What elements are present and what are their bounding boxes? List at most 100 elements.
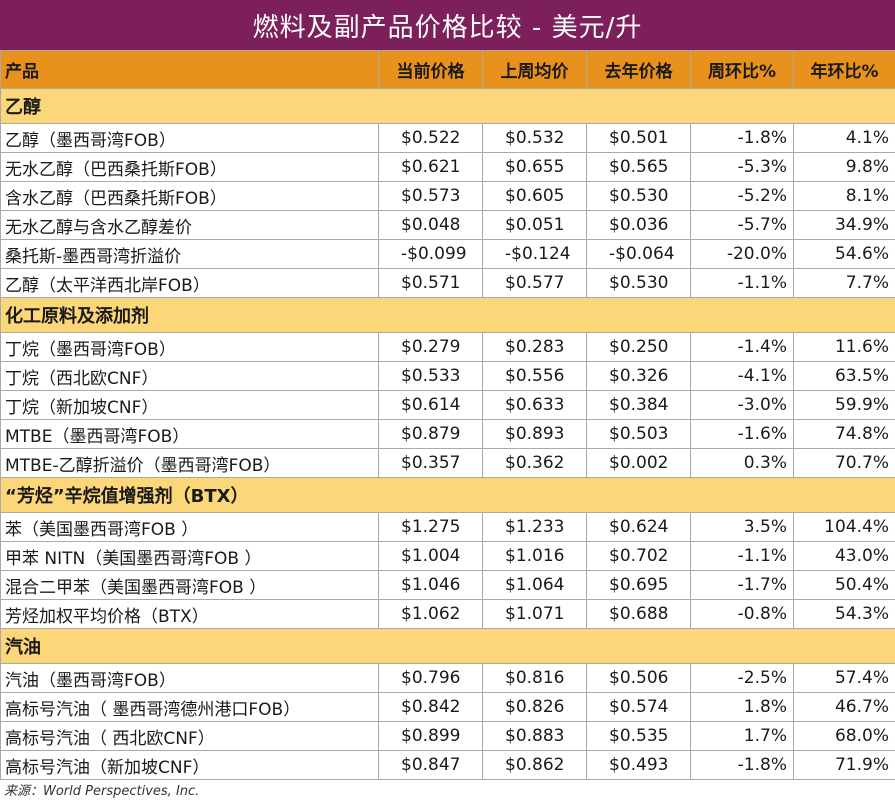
yoy-change-cell: 74.8% xyxy=(793,419,895,449)
wow-change-cell: -5.2% xyxy=(690,181,794,211)
last-week-price-cell: $0.362 xyxy=(482,448,587,478)
column-header-wow: 周环比% xyxy=(690,50,794,89)
last-week-price-cell: -$0.124 xyxy=(482,239,587,269)
product-cell: 乙醇（太平洋西北岸FOB） xyxy=(0,268,379,298)
table-row: 高标号汽油（新加坡CNF） $0.847 $0.862 $0.493 -1.8% 71.9… xyxy=(0,750,895,780)
current-price-cell: $0.533 xyxy=(378,361,483,391)
product-cell: 甲苯 NITN（美国墨西哥湾FOB ） xyxy=(0,541,379,571)
current-price-cell: $0.048 xyxy=(378,210,483,240)
yoy-change-cell: 50.4% xyxy=(793,570,895,600)
yoy-change-cell: 63.5% xyxy=(793,361,895,391)
product-cell: MTBE（墨西哥湾FOB） xyxy=(0,419,379,449)
page-title: 燃料及副产品价格比较 - 美元/升 xyxy=(252,12,643,43)
column-header-last-year: 去年价格 xyxy=(586,50,691,89)
current-price-cell: $0.614 xyxy=(378,390,483,420)
yoy-change-cell: 70.7% xyxy=(793,448,895,478)
section-title: 汽油 xyxy=(0,628,895,664)
table-row: MTBE-乙醇折溢价（墨西哥湾FOB） $0.357 $0.362 $0.002 0.3… xyxy=(0,448,895,478)
product-cell: 汽油（墨西哥湾FOB） xyxy=(0,663,379,693)
current-price-cell: $0.279 xyxy=(378,332,483,362)
yoy-change-cell: 104.4% xyxy=(793,512,895,542)
table-row: 甲苯 NITN（美国墨西哥湾FOB ） $1.004 $1.016 $0.702 -1.… xyxy=(0,541,895,571)
wow-change-cell: -5.7% xyxy=(690,210,794,240)
wow-change-cell: -20.0% xyxy=(690,239,794,269)
current-price-cell: $1.062 xyxy=(378,599,483,629)
wow-change-cell: -4.1% xyxy=(690,361,794,391)
table-row: 高标号汽油（ 墨西哥湾德州港口FOB） $0.842 $0.826 $0.574 1.8… xyxy=(0,692,895,722)
section-row: “芳烃”辛烷值增强剂（BTX） xyxy=(0,477,895,513)
section-title: “芳烃”辛烷值增强剂（BTX） xyxy=(0,477,895,513)
yoy-change-cell: 8.1% xyxy=(793,181,895,211)
current-price-cell: $0.522 xyxy=(378,123,483,153)
wow-change-cell: -0.8% xyxy=(690,599,794,629)
last-week-price-cell: $0.816 xyxy=(482,663,587,693)
last-week-price-cell: $0.051 xyxy=(482,210,587,240)
yoy-change-cell: 4.1% xyxy=(793,123,895,153)
section-row: 汽油 xyxy=(0,628,895,664)
current-price-cell: $0.573 xyxy=(378,181,483,211)
wow-change-cell: -2.5% xyxy=(690,663,794,693)
product-cell: 丁烷（新加坡CNF） xyxy=(0,390,379,420)
section-title: 乙醇 xyxy=(0,88,895,124)
wow-change-cell: -1.7% xyxy=(690,570,794,600)
wow-change-cell: 1.8% xyxy=(690,692,794,722)
last-year-price-cell: $0.506 xyxy=(586,663,691,693)
current-price-cell: -$0.099 xyxy=(378,239,483,269)
product-cell: MTBE-乙醇折溢价（墨西哥湾FOB） xyxy=(0,448,379,478)
yoy-change-cell: 34.9% xyxy=(793,210,895,240)
last-week-price-cell: $0.577 xyxy=(482,268,587,298)
last-year-price-cell: $0.624 xyxy=(586,512,691,542)
table-row: MTBE（墨西哥湾FOB） $0.879 $0.893 $0.503 -1.6% 74.8… xyxy=(0,419,895,449)
product-cell: 乙醇（墨西哥湾FOB） xyxy=(0,123,379,153)
wow-change-cell: -1.1% xyxy=(690,268,794,298)
last-week-price-cell: $0.655 xyxy=(482,152,587,182)
table-row: 乙醇（太平洋西北岸FOB） $0.571 $0.577 $0.530 -1.1% 7.7% xyxy=(0,268,895,298)
last-week-price-cell: $0.826 xyxy=(482,692,587,722)
table-row: 含水乙醇（巴西桑托斯FOB） $0.573 $0.605 $0.530 -5.2% 8.1… xyxy=(0,181,895,211)
table-row: 丁烷（新加坡CNF） $0.614 $0.633 $0.384 -3.0% 59.9% xyxy=(0,390,895,420)
yoy-change-cell: 54.6% xyxy=(793,239,895,269)
last-week-price-cell: $0.532 xyxy=(482,123,587,153)
wow-change-cell: 3.5% xyxy=(690,512,794,542)
last-week-price-cell: $0.605 xyxy=(482,181,587,211)
wow-change-cell: 1.7% xyxy=(690,721,794,751)
column-header-product: 产品 xyxy=(0,50,379,89)
wow-change-cell: 0.3% xyxy=(690,448,794,478)
table-row: 高标号汽油（ 西北欧CNF） $0.899 $0.883 $0.535 1.7% 68.0… xyxy=(0,721,895,751)
table-row: 混合二甲苯（美国墨西哥湾FOB ） $1.046 $1.064 $0.695 -1.7%… xyxy=(0,570,895,600)
last-year-price-cell: $0.036 xyxy=(586,210,691,240)
current-price-cell: $0.842 xyxy=(378,692,483,722)
last-week-price-cell: $0.862 xyxy=(482,750,587,780)
wow-change-cell: -1.4% xyxy=(690,332,794,362)
current-price-cell: $1.275 xyxy=(378,512,483,542)
product-cell: 混合二甲苯（美国墨西哥湾FOB ） xyxy=(0,570,379,600)
last-year-price-cell: $0.695 xyxy=(586,570,691,600)
product-cell: 无水乙醇（巴西桑托斯FOB） xyxy=(0,152,379,182)
table-row: 桑托斯-墨西哥湾折溢价 -$0.099 -$0.124 -$0.064 -20.0% 54… xyxy=(0,239,895,269)
wow-change-cell: -1.6% xyxy=(690,419,794,449)
table-row: 芳烃加权平均价格（BTX） $1.062 $1.071 $0.688 -0.8% 54.3… xyxy=(0,599,895,629)
table-row: 丁烷（墨西哥湾FOB） $0.279 $0.283 $0.250 -1.4% 11.6% xyxy=(0,332,895,362)
header-row: 产品 当前价格 上周均价 去年价格 周环比% 年环比% xyxy=(0,50,895,89)
table-body: 乙醇 乙醇（墨西哥湾FOB） $0.522 $0.532 $0.501 -1.8% 4.1%… xyxy=(0,88,895,780)
current-price-cell: $0.571 xyxy=(378,268,483,298)
wow-change-cell: -1.1% xyxy=(690,541,794,571)
yoy-change-cell: 54.3% xyxy=(793,599,895,629)
product-cell: 高标号汽油（ 西北欧CNF） xyxy=(0,721,379,751)
current-price-cell: $0.357 xyxy=(378,448,483,478)
yoy-change-cell: 57.4% xyxy=(793,663,895,693)
product-cell: 丁烷（墨西哥湾FOB） xyxy=(0,332,379,362)
last-year-price-cell: $0.503 xyxy=(586,419,691,449)
current-price-cell: $0.847 xyxy=(378,750,483,780)
yoy-change-cell: 7.7% xyxy=(793,268,895,298)
current-price-cell: $0.899 xyxy=(378,721,483,751)
current-price-cell: $1.046 xyxy=(378,570,483,600)
product-cell: 芳烃加权平均价格（BTX） xyxy=(0,599,379,629)
last-week-price-cell: $1.071 xyxy=(482,599,587,629)
product-cell: 桑托斯-墨西哥湾折溢价 xyxy=(0,239,379,269)
product-cell: 高标号汽油（新加坡CNF） xyxy=(0,750,379,780)
source-note: 来源：World Perspectives, Inc. xyxy=(4,784,200,799)
column-header-yoy: 年环比% xyxy=(793,50,895,89)
price-table: 产品 当前价格 上周均价 去年价格 周环比% 年环比% 乙醇 乙醇（墨西哥湾FOB… xyxy=(0,50,895,780)
wow-change-cell: -1.8% xyxy=(690,750,794,780)
